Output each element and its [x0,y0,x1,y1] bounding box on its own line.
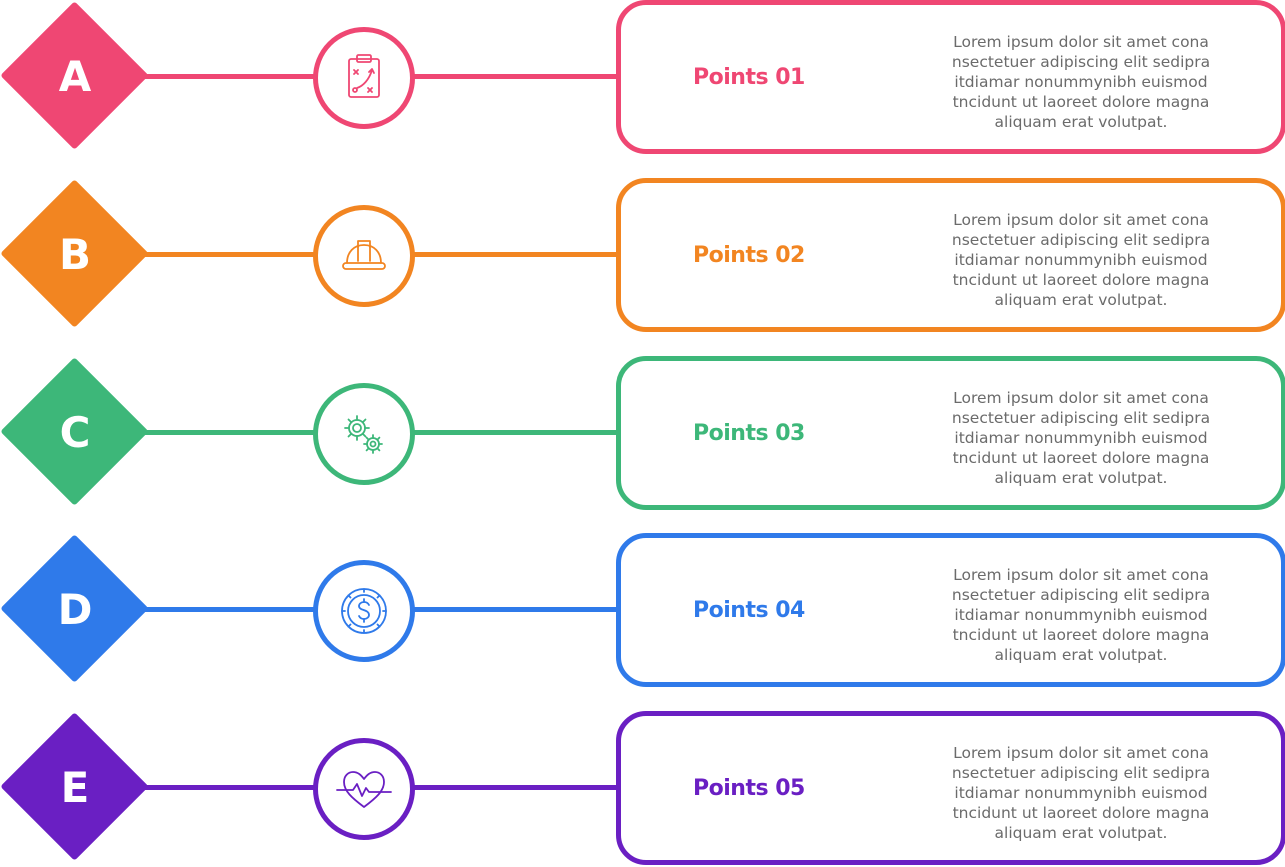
heartbeat-icon [336,771,392,808]
description-line: aliquam erat volutpat. [994,113,1168,131]
description-line: Lorem ipsum dolor sit amet cona [953,744,1209,762]
description-line: Lorem ipsum dolor sit amet cona [953,389,1209,407]
point-description: Lorem ipsum dolor sit amet cona nsectetu… [921,388,1241,488]
point-card: Points 04 Lorem ipsum dolor sit amet con… [616,533,1285,687]
description-line: nsectetuer adipiscing elit sedipra [951,586,1211,604]
description-line: aliquam erat volutpat. [994,824,1168,842]
description-line: itdiamar nonummynibh euismod [954,429,1208,447]
description-line: tncidunt ut laoreet dolore magna [952,626,1210,644]
description-line: nsectetuer adipiscing elit sedipra [951,409,1211,427]
point-title: Points 03 [693,420,805,446]
description-line: tncidunt ut laoreet dolore magna [952,93,1210,111]
description-line: tncidunt ut laoreet dolore magna [952,449,1210,467]
description-line: nsectetuer adipiscing elit sedipra [951,53,1211,71]
icon-circle [313,560,415,662]
description-line: itdiamar nonummynibh euismod [954,784,1208,802]
description-line: tncidunt ut laoreet dolore magna [952,271,1210,289]
letter-label: E [60,762,90,812]
row-e: E Points 05 Lorem ipsum dolor sit amet c… [0,711,1285,865]
description-line: Lorem ipsum dolor sit amet cona [953,211,1209,229]
point-description: Lorem ipsum dolor sit amet cona nsectetu… [921,210,1241,310]
gears-icon [344,415,383,454]
icon-circle [313,738,415,840]
point-description: Lorem ipsum dolor sit amet cona nsectetu… [921,565,1241,665]
point-title: Points 02 [693,242,805,268]
row-d: D Points 04 Lorem ipsum dolor sit amet c… [0,533,1285,687]
description-line: aliquam erat volutpat. [994,646,1168,664]
point-card: Points 03 Lorem ipsum dolor sit amet con… [616,356,1285,510]
letter-label: C [59,407,91,457]
icon-circle [313,383,415,485]
description-line: itdiamar nonummynibh euismod [954,606,1208,624]
point-card: Points 01 Lorem ipsum dolor sit amet con… [616,0,1285,154]
point-description: Lorem ipsum dolor sit amet cona nsectetu… [921,32,1241,132]
description-line: tncidunt ut laoreet dolore magna [952,804,1210,822]
point-title: Points 05 [693,775,805,801]
description-line: nsectetuer adipiscing elit sedipra [951,231,1211,249]
row-b: B Points 02 Lorem ipsum dolor sit amet c… [0,178,1285,332]
point-title: Points 01 [693,64,805,90]
point-title: Points 04 [693,597,805,623]
icon-circle [313,27,415,129]
point-card: Points 05 Lorem ipsum dolor sit amet con… [616,711,1285,865]
point-description: Lorem ipsum dolor sit amet cona nsectetu… [921,743,1241,843]
row-c: C Points 03 Lorem ipsum dolor sit amet c… [0,356,1285,510]
hard-hat-icon [342,240,386,270]
description-line: nsectetuer adipiscing elit sedipra [951,764,1211,782]
description-line: Lorem ipsum dolor sit amet cona [953,566,1209,584]
row-a: A Points 01 Lorem ipsum dolor sit amet c… [0,0,1285,154]
description-line: itdiamar nonummynibh euismod [954,251,1208,269]
dollar-coin-icon [341,588,387,634]
letter-label: A [58,51,92,101]
description-line: itdiamar nonummynibh euismod [954,73,1208,91]
description-line: aliquam erat volutpat. [994,469,1168,487]
clipboard-strategy-icon [348,54,380,98]
point-card: Points 02 Lorem ipsum dolor sit amet con… [616,178,1285,332]
letter-label: B [58,229,91,279]
description-line: Lorem ipsum dolor sit amet cona [953,33,1209,51]
icon-circle [313,205,415,307]
description-line: aliquam erat volutpat. [994,291,1168,309]
letter-label: D [57,584,93,634]
